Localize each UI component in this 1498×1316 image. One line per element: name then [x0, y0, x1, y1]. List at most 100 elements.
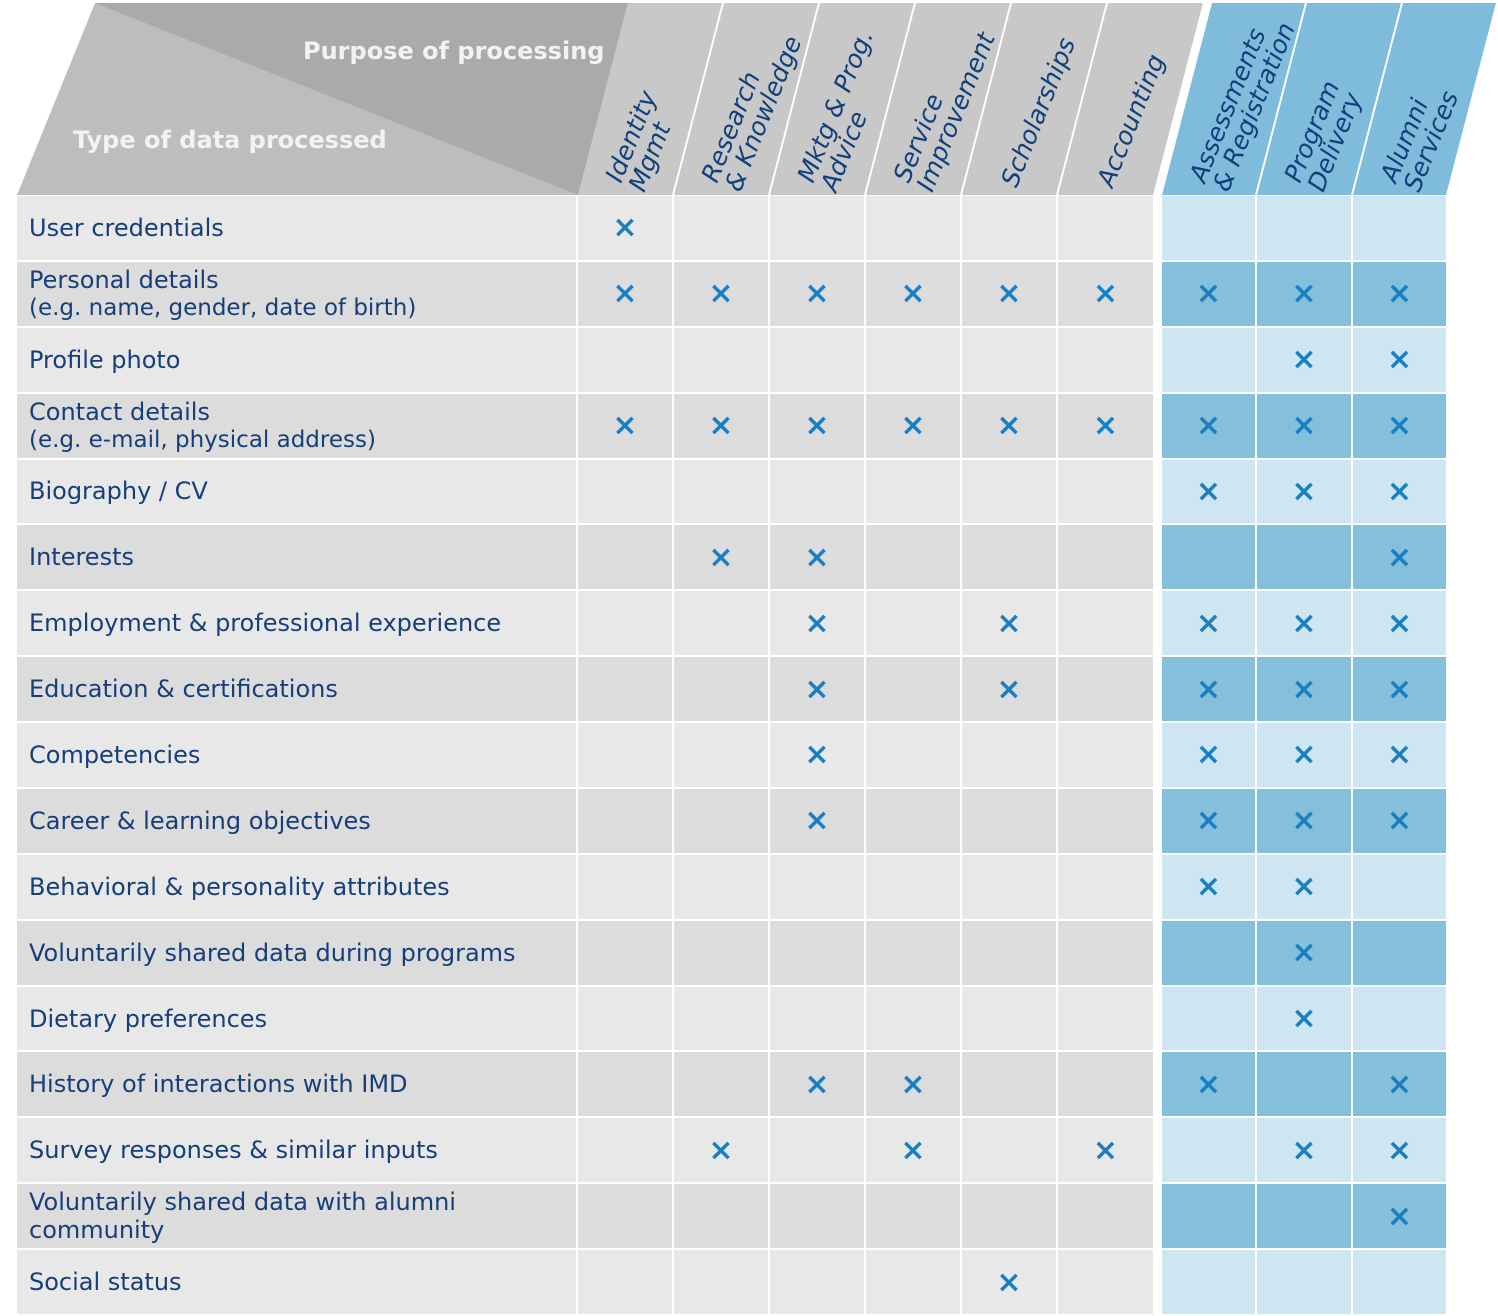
cell [674, 723, 768, 787]
row-title: Biography / CV [29, 477, 208, 506]
cell [866, 1250, 960, 1314]
cell: × [1162, 854, 1255, 919]
cell [674, 327, 768, 392]
row-title: Competencies [29, 740, 201, 769]
cell: × [1162, 1052, 1255, 1117]
cell [770, 986, 864, 1051]
cell [1353, 986, 1446, 1051]
cell [674, 788, 768, 853]
cell [1058, 854, 1153, 919]
cell: × [770, 657, 864, 722]
cell [866, 1184, 960, 1249]
cell [962, 920, 1056, 985]
cell [770, 459, 864, 524]
column-header [770, 3, 914, 195]
row-label: Voluntarily shared data with alumni comm… [17, 1184, 576, 1249]
cell [1058, 788, 1153, 853]
cell: × [1353, 261, 1446, 326]
row-title: Social status [29, 1268, 182, 1297]
cell: × [866, 393, 960, 458]
row-title: Employment & professional experience [29, 609, 502, 638]
cell: × [866, 1118, 960, 1183]
cell: × [962, 393, 1056, 458]
cell: × [1257, 920, 1351, 985]
cell: × [1353, 1118, 1446, 1183]
cell [578, 591, 672, 656]
cell [962, 986, 1056, 1051]
cell: × [578, 261, 672, 326]
row-label: User credentials [17, 196, 576, 260]
cell: × [1257, 327, 1351, 392]
cell [674, 1250, 768, 1314]
cell [674, 459, 768, 524]
cell [1058, 657, 1153, 722]
cell [1257, 525, 1351, 590]
cell [866, 525, 960, 590]
cell [1058, 327, 1153, 392]
row-title: Behavioral & personality attributes [29, 872, 450, 901]
row-label: Behavioral & personality attributes [17, 854, 576, 919]
cell [674, 196, 768, 260]
cell [1257, 1250, 1351, 1314]
type-label: Type of data processed [73, 126, 387, 154]
cell [1058, 525, 1153, 590]
cell [866, 657, 960, 722]
cell [1257, 1184, 1351, 1249]
cell [674, 1184, 768, 1249]
column-header [578, 3, 722, 195]
cell [770, 1118, 864, 1183]
cell: × [1058, 261, 1153, 326]
cell: × [1257, 723, 1351, 787]
cell: × [1353, 1184, 1446, 1249]
cell [674, 854, 768, 919]
cell [1162, 1184, 1255, 1249]
row-label: Career & learning objectives [17, 788, 576, 853]
cell [578, 1052, 672, 1117]
cell [1058, 1250, 1153, 1314]
cell [1162, 196, 1255, 260]
row-title: Interests [29, 543, 134, 572]
cell: × [1162, 657, 1255, 722]
cell: × [1257, 986, 1351, 1051]
cell [578, 657, 672, 722]
cell [578, 986, 672, 1051]
cell: × [770, 723, 864, 787]
cell: × [770, 525, 864, 590]
cell [1058, 1184, 1153, 1249]
row-label: Personal details (e.g. name, gender, date… [17, 261, 576, 326]
cell [1162, 1250, 1255, 1314]
cell [770, 196, 864, 260]
cell [578, 459, 672, 524]
row-label: Interests [17, 525, 576, 590]
cell: × [962, 591, 1056, 656]
cell [770, 1184, 864, 1249]
cell [674, 657, 768, 722]
cell [578, 327, 672, 392]
cell: × [1257, 854, 1351, 919]
cell: × [1162, 591, 1255, 656]
cell [674, 920, 768, 985]
cell [1162, 327, 1255, 392]
row-note: (e.g. e-mail, physical address) [29, 426, 376, 453]
cell: × [1257, 459, 1351, 524]
cell [578, 1250, 672, 1314]
cell [1058, 459, 1153, 524]
cell [1162, 920, 1255, 985]
cell: × [674, 393, 768, 458]
cell [962, 723, 1056, 787]
cell: × [1257, 393, 1351, 458]
row-title: Voluntarily shared data during programs [29, 938, 516, 967]
cell: × [1257, 657, 1351, 722]
cell [674, 986, 768, 1051]
cell: × [578, 393, 672, 458]
row-title: Education & certifications [29, 675, 338, 704]
row-label: Social status [17, 1250, 576, 1314]
cell: × [1058, 393, 1153, 458]
cell [962, 525, 1056, 590]
row-label: Dietary preferences [17, 986, 576, 1051]
cell [1058, 920, 1153, 985]
cell [674, 1052, 768, 1117]
cell: × [770, 788, 864, 853]
cell: × [1353, 393, 1446, 458]
cell [1353, 854, 1446, 919]
